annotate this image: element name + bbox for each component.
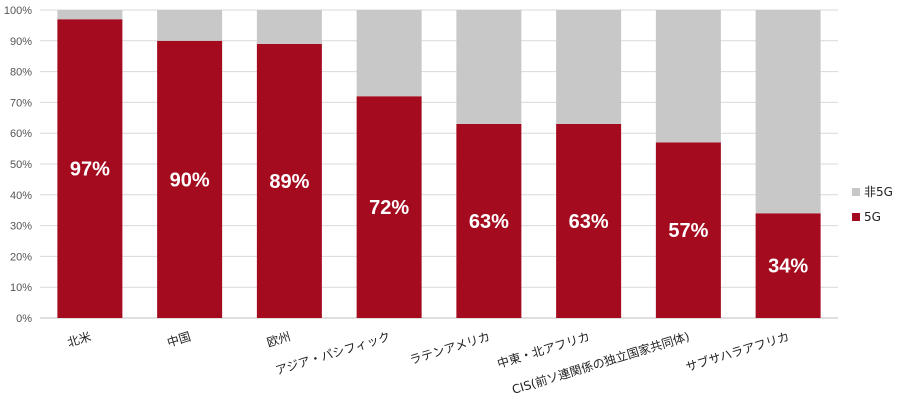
y-tick-label: 60% xyxy=(10,128,32,140)
bar-5g xyxy=(356,96,422,319)
legend-swatch xyxy=(852,188,860,196)
y-tick-label: 20% xyxy=(10,251,32,263)
y-tick-label: 30% xyxy=(10,221,32,233)
bar-5g xyxy=(556,123,622,319)
y-tick-label: 10% xyxy=(10,282,32,294)
bar-5g xyxy=(655,142,721,318)
bar-non-5g xyxy=(356,10,422,97)
data-label: 90% xyxy=(170,169,210,191)
y-tick-label: 70% xyxy=(10,97,32,109)
bar-5g xyxy=(755,213,821,318)
y-tick-label: 80% xyxy=(10,67,32,79)
bar-non-5g xyxy=(157,10,223,41)
x-tick-label: サブサハラアフリカ xyxy=(684,329,791,375)
x-tick-label: アジア・パシフィック xyxy=(274,329,392,377)
data-label: 63% xyxy=(469,211,509,233)
x-tick-label: 欧州 xyxy=(265,329,292,349)
legend-swatch xyxy=(852,213,860,221)
legend-label: 非5G xyxy=(864,185,893,199)
bar-5g xyxy=(157,40,223,319)
data-label: 34% xyxy=(768,256,808,278)
y-tick-label: 90% xyxy=(10,36,32,48)
legend-label: 5G xyxy=(864,210,881,224)
bar-non-5g xyxy=(655,10,721,143)
data-label: 57% xyxy=(668,220,708,242)
y-tick-label: 0% xyxy=(16,313,32,325)
x-tick-label: 中国 xyxy=(165,329,192,350)
bar-non-5g xyxy=(755,10,821,214)
y-tick-label: 50% xyxy=(10,159,32,171)
bar-5g xyxy=(456,123,522,319)
bar-non-5g xyxy=(556,10,622,124)
x-tick-label: ラテンアメリカ xyxy=(408,329,492,367)
x-tick-label: 北米 xyxy=(66,329,93,349)
data-label: 63% xyxy=(569,211,609,233)
data-label: 72% xyxy=(369,197,409,219)
bar-5g xyxy=(57,19,123,319)
bar-non-5g xyxy=(57,10,123,20)
y-tick-label: 40% xyxy=(10,190,32,202)
data-label: 97% xyxy=(70,159,110,181)
bar-5g xyxy=(256,43,322,318)
data-label: 89% xyxy=(269,171,309,193)
y-tick-label: 100% xyxy=(4,5,32,17)
x-tick-label: CIS(前ソ連関係の独立国家共同体) xyxy=(510,329,691,397)
bar-non-5g xyxy=(456,10,522,124)
bar-non-5g xyxy=(256,10,322,44)
